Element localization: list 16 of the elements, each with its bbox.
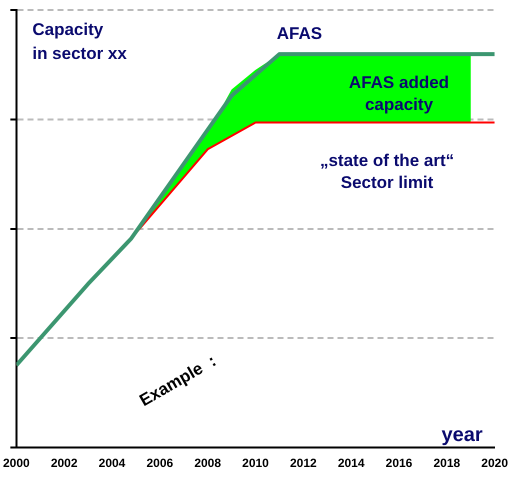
x-tick-label: 2006 [146, 456, 174, 470]
y-axis-title: Capacity in sector xx [32, 20, 128, 64]
x-tick-label: 2020 [481, 456, 508, 470]
x-tick-label: 2008 [194, 456, 222, 470]
x-tick-label: 2016 [386, 456, 413, 470]
series-label: AFAS added capacity [348, 72, 450, 114]
series-label: „state of the art“ Sector limit [320, 151, 454, 192]
series-label: AFAS [276, 24, 322, 43]
x-tick-label: 2000 [2, 456, 30, 470]
x-tick-label: 2002 [50, 456, 78, 470]
x-axis-title: year [441, 424, 483, 446]
x-tick-label: 2012 [290, 456, 317, 470]
x-tick-label: 2004 [98, 456, 126, 470]
x-tick-label: 2010 [242, 456, 270, 470]
x-tick-label: 2014 [338, 456, 365, 470]
x-tick-label: 2018 [433, 456, 460, 470]
